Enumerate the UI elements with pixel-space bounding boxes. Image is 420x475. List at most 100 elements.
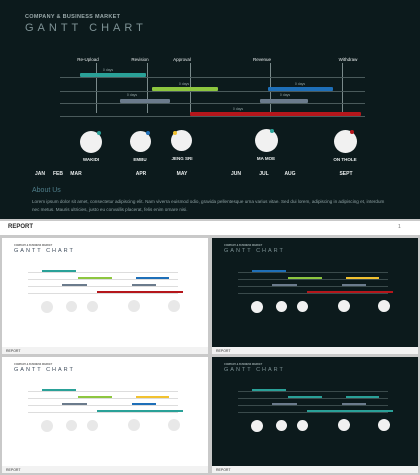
- timeline-row: [60, 91, 365, 92]
- avatar: [251, 420, 263, 432]
- month-label: FEB: [53, 171, 63, 177]
- gantt-bar-green: [78, 396, 112, 399]
- thumb-footer: REPORT: [212, 466, 418, 473]
- progress-dot: [270, 129, 274, 133]
- slide-thumbnail[interactable]: COMPANY & BUSINESS MARKET GANTT CHART RE…: [212, 357, 418, 473]
- gantt-bar-red: [97, 291, 183, 294]
- thumb-title: GANTT CHART: [224, 248, 285, 254]
- gantt-bar-teal: [307, 410, 393, 413]
- person-name: MA MOE: [256, 156, 276, 161]
- thumb-title: GANTT CHART: [14, 248, 75, 254]
- timeline-row: [238, 391, 388, 392]
- milestone-label: Revision: [131, 57, 149, 62]
- avatar[interactable]: [80, 131, 102, 153]
- progress-dot: [173, 131, 177, 135]
- month-label: MAR: [70, 171, 82, 177]
- avatar: [338, 419, 350, 431]
- timeline-row: [238, 272, 388, 273]
- timeline-row: [28, 293, 178, 294]
- avatar: [251, 301, 263, 313]
- month-label: SEPT: [339, 171, 353, 177]
- timeline-row: [28, 286, 178, 287]
- gantt-bar-teal: [252, 389, 286, 392]
- gantt-bar-gray[interactable]: [120, 99, 170, 103]
- timeline-row: [238, 398, 388, 399]
- timeline-row: [28, 412, 178, 413]
- avatar[interactable]: [255, 129, 278, 152]
- gantt-bar-gray: [62, 403, 87, 406]
- slide-thumbnail[interactable]: COMPANY & BUSINESS MARKET GANTT CHART RE…: [212, 238, 418, 354]
- avatar: [41, 301, 53, 313]
- milestone-line: [96, 63, 97, 113]
- about-heading: About Us: [32, 187, 61, 194]
- person-name: ON THOLE: [333, 157, 357, 162]
- milestone-label: Revenue: [252, 57, 272, 62]
- timeline-row: [60, 77, 365, 78]
- timeline-row: [28, 405, 178, 406]
- thumb-footer-label: REPORT: [216, 348, 231, 353]
- month-label: JUN: [230, 171, 242, 177]
- gantt-bar-gray: [132, 284, 156, 287]
- avatar: [66, 301, 77, 312]
- page-number: 1: [398, 224, 401, 230]
- gantt-bar-yellow: [346, 277, 379, 280]
- thumb-title: GANTT CHART: [14, 367, 75, 373]
- slide-footer-bar: REPORT 1: [0, 221, 420, 235]
- gantt-bar-green: [288, 277, 322, 280]
- milestone-line: [342, 63, 343, 113]
- duration-label: 0 days: [178, 82, 190, 86]
- slide-thumbnail[interactable]: COMPANY & BUSINESS MARKET GANTT CHART RE…: [2, 238, 208, 354]
- thumb-title: GANTT CHART: [224, 367, 285, 373]
- gantt-bar-red[interactable]: [190, 112, 361, 116]
- avatar: [378, 419, 390, 431]
- gantt-bar-teal[interactable]: [80, 73, 146, 77]
- gantt-bar-blue: [252, 270, 286, 273]
- thumb-footer-label: REPORT: [6, 348, 21, 353]
- milestone-label: Withdraw: [338, 57, 358, 62]
- gantt-bar-blue[interactable]: [268, 87, 333, 91]
- thumb-kicker: COMPANY & BUSINESS MARKET: [14, 363, 53, 366]
- gantt-bar-red: [307, 291, 393, 294]
- month-label: AUG: [284, 171, 296, 177]
- gantt-bar-gray: [272, 403, 297, 406]
- thumb-kicker: COMPANY & BUSINESS MARKET: [224, 244, 263, 247]
- avatar: [41, 420, 53, 432]
- avatar: [378, 300, 390, 312]
- avatar[interactable]: [130, 131, 151, 152]
- timeline-row: [28, 272, 178, 273]
- avatar: [128, 300, 140, 312]
- duration-label: 0 days: [126, 93, 138, 97]
- progress-dot: [146, 131, 150, 135]
- duration-label: 0 days: [232, 107, 244, 111]
- timeline-row: [28, 279, 178, 280]
- avatar: [168, 419, 180, 431]
- avatar[interactable]: [334, 130, 357, 153]
- gantt-bar-yellow: [136, 396, 169, 399]
- duration-label: 0 days: [279, 93, 291, 97]
- gantt-bar-gray: [62, 284, 87, 287]
- duration-label: 0 days: [102, 68, 114, 72]
- person-name: WAKIDI: [82, 157, 100, 162]
- progress-dot: [350, 130, 354, 134]
- person-name: EMBU: [133, 157, 147, 162]
- thumb-footer: REPORT: [212, 347, 418, 354]
- timeline-row: [238, 412, 388, 413]
- thumb-kicker: COMPANY & BUSINESS MARKET: [224, 363, 263, 366]
- avatar: [87, 420, 98, 431]
- gantt-bar-gray[interactable]: [260, 99, 308, 103]
- avatar: [297, 420, 308, 431]
- gantt-bar-green[interactable]: [152, 87, 218, 91]
- main-slide[interactable]: COMPANY & BUSINESS MARKET GANTT CHART Re…: [0, 0, 420, 219]
- gantt-bar-teal: [42, 270, 76, 273]
- thumb-footer-label: REPORT: [6, 467, 21, 472]
- timeline-row: [238, 293, 388, 294]
- milestone-label: Re-Upload: [77, 57, 99, 62]
- avatar: [297, 301, 308, 312]
- avatar: [128, 419, 140, 431]
- timeline-row: [60, 103, 365, 104]
- duration-label: 0 days: [294, 82, 306, 86]
- milestone-label: Approval: [173, 57, 191, 62]
- avatar[interactable]: [171, 130, 192, 151]
- gantt-bar-gray: [342, 403, 366, 406]
- slide-thumbnail[interactable]: COMPANY & BUSINESS MARKET GANTT CHART RE…: [2, 357, 208, 473]
